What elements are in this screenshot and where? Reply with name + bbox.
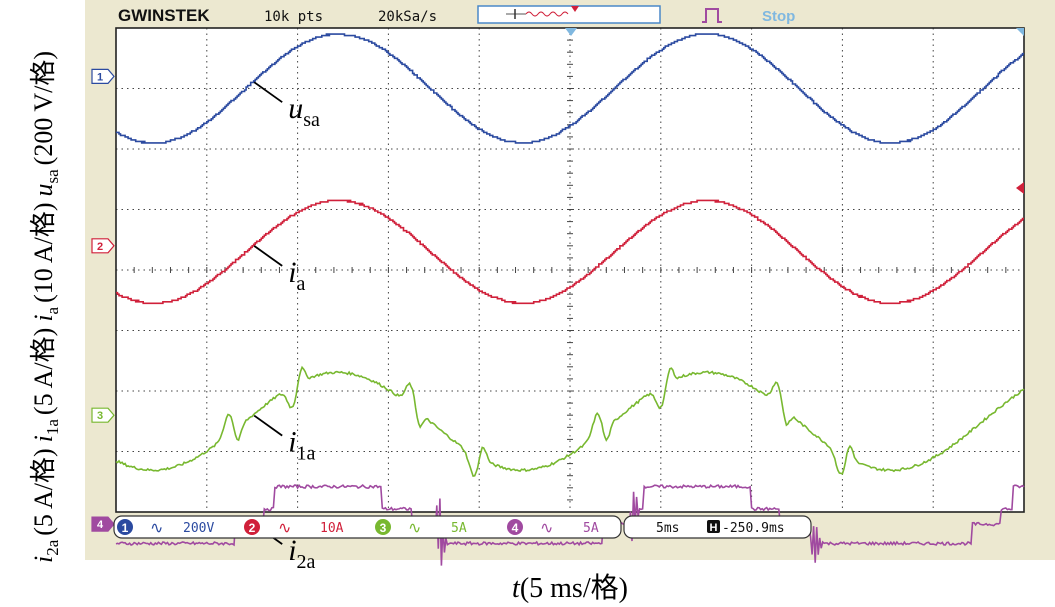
trace-annotations: usa ia i1a i2a [253,81,320,573]
ground-marker-ch4[interactable]: 4 [91,516,115,532]
ch4-setting[interactable]: 4 ∿ 5A [507,518,599,537]
ch2-coupling-icon: ∿ [278,518,291,537]
ch1-setting[interactable]: 1 ∿ 200V [117,518,214,537]
x-axis-scale: (5 ms/格) [520,572,628,604]
ch3-scale: 5A [451,521,467,536]
channel-ground-markers: 1 2 3 4 [91,68,115,532]
trigger-position-marker [571,6,579,12]
x-axis-label: t(5 ms/格) [512,572,628,604]
ch2-scale: 10A [320,521,344,536]
screen-corner-marker [1016,28,1024,36]
ch1-number: 1 [122,521,129,535]
y-axis-label: i2a(5 A/格)i1a(5 A/格)ia(10 A/格)usa(200 V/… [29,51,62,563]
leader-line-ch2 [253,245,283,267]
trace-label-ch4: i2a [288,534,315,573]
trigger-pulse-icon [702,8,722,23]
ch1-coupling-icon: ∿ [150,518,163,537]
record-length: 10k pts [264,9,323,25]
waveform-traces [115,33,1025,566]
channel-settings-panel [113,515,622,539]
horizontal-position-icon-letter: H [710,522,718,534]
leader-line-ch1 [253,81,283,103]
timebase-value: 5ms [656,521,679,536]
trace-ch3 [115,365,1025,478]
brand-logo: GWINSTEK [118,6,210,25]
trace-label-ch2: ia [288,256,305,295]
horizontal-position-icon [707,520,720,533]
ground-marker-ch2[interactable]: 2 [91,238,115,254]
ch1-scale: 200V [183,521,214,536]
ground-marker-ch3[interactable]: 3 [91,407,115,423]
trace-ch2 [116,199,1024,305]
timebase-panel[interactable]: 5ms H -250.9ms [623,515,812,539]
sample-rate: 20kSa/s [378,9,437,25]
ground-marker-label: 1 [97,71,103,83]
ground-marker-label: 3 [97,410,103,422]
ch2-number: 2 [249,521,256,535]
trace-label-ch3: i1a [288,426,315,465]
ground-marker-label: 2 [97,241,103,253]
status-bar: 1 ∿ 200V 2 ∿ 10A 3 ∿ 5A 4 ∿ 5A 5ms H -25… [113,515,812,539]
trace-label-ch1: usa [288,92,320,131]
ch4-coupling-icon: ∿ [540,518,553,537]
ground-marker-ch1[interactable]: 1 [91,68,115,84]
ch3-setting[interactable]: 3 ∿ 5A [375,518,467,537]
run-state[interactable]: Stop [762,8,795,25]
horizontal-position-value: -250.9ms [722,521,785,536]
ch3-number: 3 [380,521,387,535]
memory-bar[interactable] [477,5,661,24]
ground-marker-label: 4 [97,519,104,531]
ch4-number: 4 [512,521,519,535]
ch4-scale: 5A [583,521,599,536]
ch3-coupling-icon: ∿ [408,518,421,537]
trace-ch4 [115,483,1025,566]
leader-line-ch3 [253,414,283,437]
trigger-time-marker [565,28,577,36]
x-axis-symbol: t [512,573,521,604]
y-axis-label-text: i2a(5 A/格)i1a(5 A/格)ia(10 A/格)usa(200 V/… [29,51,62,563]
scope-header: GWINSTEK 10k pts 20kSa/s Stop [118,5,795,25]
trigger-level-marker [1016,182,1024,194]
ch2-setting[interactable]: 2 ∿ 10A [244,518,344,537]
trace-ch1 [116,33,1024,144]
